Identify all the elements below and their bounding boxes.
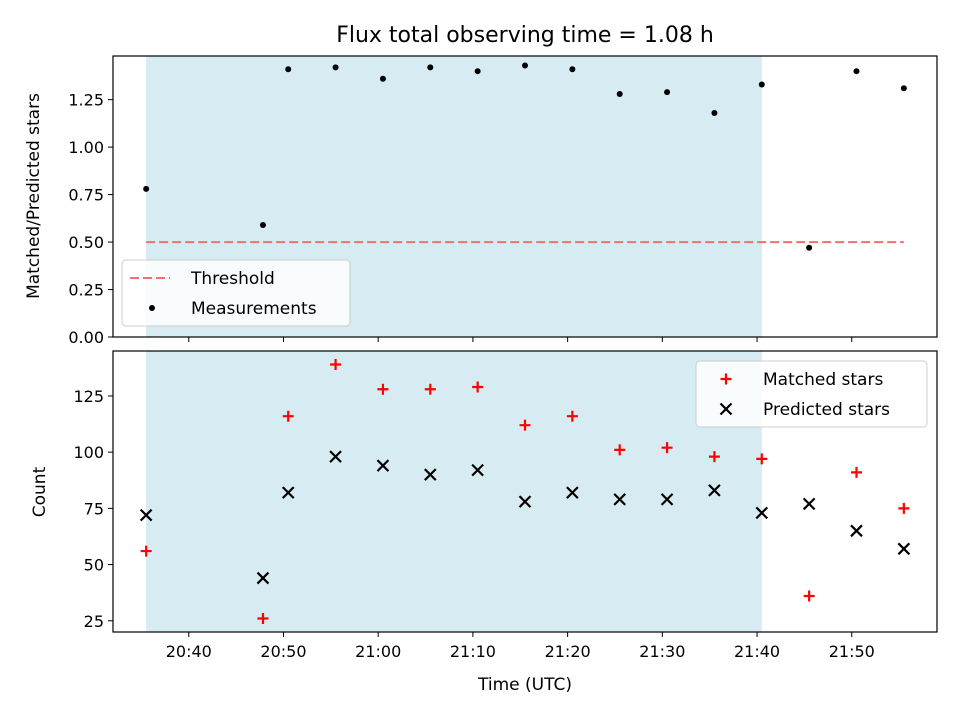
measurements-point <box>758 81 765 88</box>
measurements-point <box>900 85 907 92</box>
bottom-x-tick-label: 21:40 <box>734 642 780 661</box>
bottom-x-tick-label: 21:30 <box>639 642 685 661</box>
predicted-stars-point <box>329 450 342 463</box>
predicted-stars-point <box>613 493 626 506</box>
matched-stars-point <box>377 383 389 395</box>
bottom-y-tick-label: 25 <box>84 612 104 631</box>
bottom-shaded-region <box>146 351 762 632</box>
predicted-stars-point <box>566 486 579 499</box>
bottom-x-tick-label: 21:50 <box>829 642 875 661</box>
measurements-point <box>474 68 481 75</box>
bottom-y-tick-label: 75 <box>84 499 104 518</box>
predicted-stars-point <box>376 459 390 472</box>
predicted-stars-point <box>850 524 863 538</box>
matched-stars-point <box>756 453 768 465</box>
matched-stars-point <box>661 442 673 454</box>
measurements-point <box>806 244 813 251</box>
top-y-tick-label: 0.00 <box>68 328 104 347</box>
matched-stars-point <box>257 613 269 625</box>
predicted-stars-point <box>660 493 674 506</box>
matched-stars-point <box>850 466 862 478</box>
matched-stars-point <box>803 590 815 602</box>
bottom-legend-label: Matched stars <box>763 370 883 390</box>
measurements-point <box>711 109 718 116</box>
bottom-legend-handle <box>719 402 733 416</box>
top-axes-frame <box>112 55 938 338</box>
measurements-point <box>616 90 623 97</box>
top-panel: 0.00 0.25 0.50 0.75 1.00 1.25 Threshold Measure… <box>68 55 938 347</box>
measurements-point <box>259 221 266 228</box>
measurements-point <box>285 66 292 73</box>
top-y-tick-label: 1.00 <box>68 138 104 157</box>
matched-stars-point <box>282 410 294 422</box>
predicted-stars-point <box>708 484 721 497</box>
predicted-stars-point <box>755 506 769 520</box>
measurements-point <box>379 75 386 82</box>
matched-stars-point <box>140 545 152 557</box>
measurements-point <box>853 68 860 75</box>
measurements-point <box>332 64 339 71</box>
predicted-stars-point <box>518 495 532 508</box>
top-y-axis-title: Matched/Predicted stars <box>24 93 44 299</box>
bottom-y-tick-label: 100 <box>73 443 104 462</box>
measurements-point <box>569 66 576 73</box>
top-legend-label: Threshold <box>190 269 275 289</box>
predicted-stars-point <box>802 497 816 511</box>
predicted-stars-point <box>471 463 484 477</box>
top-y-tick-label: 0.25 <box>68 281 104 300</box>
measurements-point <box>427 64 434 71</box>
top-legend-handle <box>149 305 155 311</box>
bottom-axes-frame <box>112 350 938 633</box>
matched-stars-point <box>566 410 578 422</box>
top-y-tick-label: 0.75 <box>68 186 104 205</box>
measurements-point <box>143 185 150 192</box>
matched-stars-point <box>898 502 910 514</box>
bottom-x-tick-label: 21:20 <box>545 642 591 661</box>
predicted-stars-point <box>897 542 911 556</box>
matched-stars-point <box>708 451 720 463</box>
measurements-point <box>664 89 671 96</box>
predicted-stars-point <box>424 468 437 481</box>
matched-stars-point <box>330 358 342 370</box>
top-legend-label: Measurements <box>191 299 317 319</box>
matched-stars-point <box>472 381 484 393</box>
measurements-point <box>522 62 528 69</box>
top-y-tick-label: 1.25 <box>68 91 104 110</box>
predicted-stars-point <box>281 486 295 499</box>
bottom-legend-label: Predicted stars <box>763 400 890 420</box>
bottom-x-tick-label: 21:00 <box>355 642 401 661</box>
top-y-tick-label: 0.50 <box>68 233 104 252</box>
bottom-x-tick-label: 21:10 <box>450 642 496 661</box>
bottom-legend-handle <box>720 373 732 385</box>
bottom-x-tick-label: 20:50 <box>260 642 306 661</box>
matched-stars-point <box>424 383 436 395</box>
bottom-panel: 25 50 75 100 125 20:40 20:50 21:00 21:10 21:20 21:… <box>73 350 938 661</box>
bottom-y-tick-label: 125 <box>73 387 104 406</box>
bottom-legend-box <box>695 360 928 428</box>
x-axis-title: Time (UTC) <box>477 675 572 695</box>
matched-stars-point <box>614 444 626 456</box>
figure-title: Flux total observing time = 1.08 h <box>336 23 714 48</box>
matched-stars-point <box>519 419 531 431</box>
bottom-y-tick-label: 50 <box>84 556 104 575</box>
bottom-y-axis-title: Count <box>30 466 50 517</box>
top-legend-box <box>121 259 351 327</box>
predicted-stars-point <box>256 571 270 585</box>
predicted-stars-point <box>139 508 153 522</box>
bottom-x-tick-label: 20:40 <box>166 642 212 661</box>
